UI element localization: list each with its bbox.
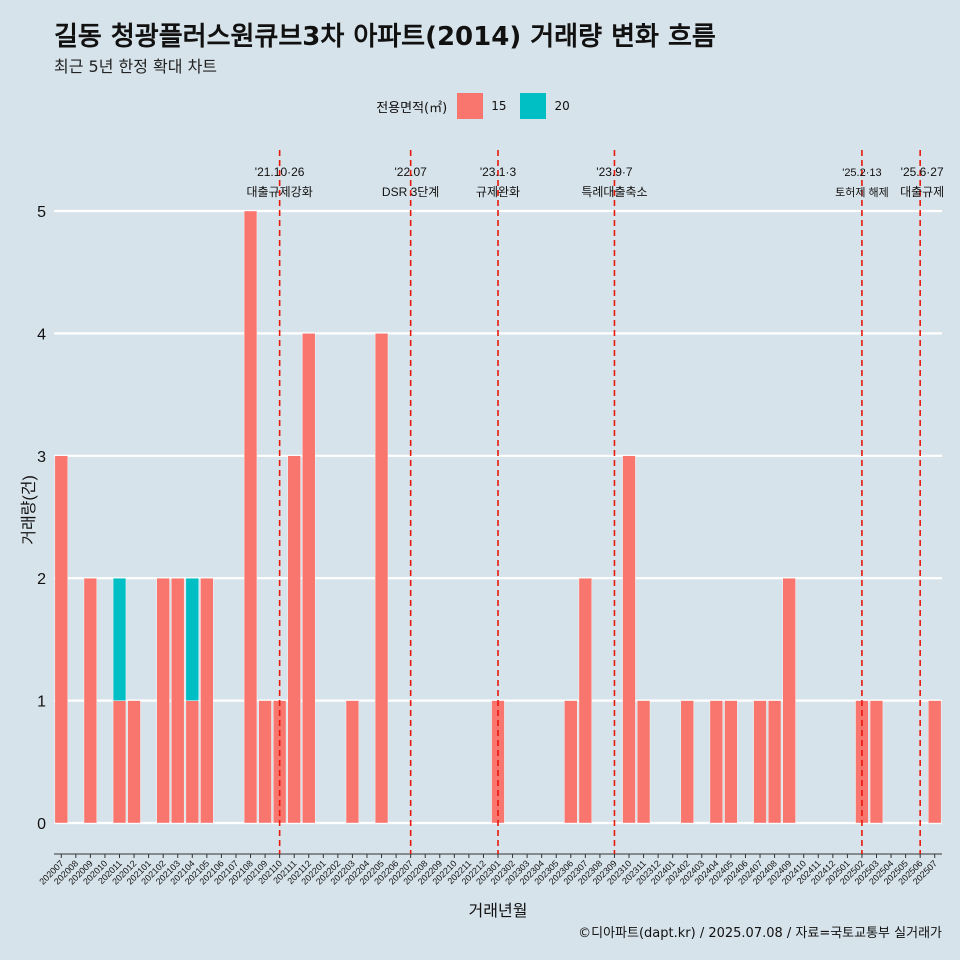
bar-15-202306 [564, 700, 578, 824]
chart-title: 길동 청광플러스원큐브3차 아파트(2014) 거래량 변화 흐름 [54, 22, 716, 52]
bar-15-202307 [578, 578, 592, 824]
y-tick-label: 5 [37, 204, 46, 221]
y-tick-label: 0 [37, 816, 46, 833]
legend-label-20: 20 [554, 99, 570, 113]
bar-20-202104 [185, 578, 199, 701]
event-label: 토허제 해제 [835, 185, 889, 199]
bar-15-202408 [767, 700, 782, 824]
chart-subtitle: 최근 5년 한정 확대 차트 [54, 57, 218, 76]
event-label: 특례대출축소 [581, 185, 647, 199]
legend-swatch-20 [520, 93, 547, 119]
bar-15-202405 [724, 700, 738, 824]
bar-15-202105 [200, 578, 214, 824]
bar-15-202203 [345, 700, 360, 824]
legend-label-15: 15 [491, 99, 507, 113]
legend: 전용면적(㎡) 15 20 [0, 93, 960, 119]
bar-15-202310 [622, 455, 636, 824]
bar-15-202011 [112, 700, 127, 824]
bar-15-202507 [928, 700, 942, 824]
event-label: 대출규제 [900, 185, 944, 199]
bar-15-202112 [302, 333, 316, 824]
y-tick-label: 4 [37, 326, 46, 343]
bar-15-202102 [156, 578, 170, 824]
bar-15-202104 [185, 700, 199, 824]
bar-15-202205 [374, 333, 389, 824]
bar-15-202103 [171, 578, 185, 824]
event-label: 규제완화 [476, 185, 520, 199]
legend-title: 전용면적(㎡) [376, 100, 448, 116]
bar-15-202503 [869, 700, 884, 824]
event-date: '21.10·26 [255, 165, 305, 179]
bar-15-202111 [287, 455, 301, 824]
x-axis-title: 거래년월 [469, 902, 528, 920]
bar-15-202109 [258, 700, 272, 824]
event-date: '23.1·3 [480, 165, 517, 179]
caption: ©디아파트(dapt.kr) / 2025.07.08 / 자료=국토교통부 실… [578, 926, 942, 941]
y-axis-title: 거래량(건) [20, 475, 38, 545]
legend-swatch-15 [457, 93, 484, 119]
bar-15-202404 [709, 700, 723, 824]
bar-15-202311 [636, 700, 651, 824]
bar-15-202012 [127, 700, 141, 824]
event-label: 대출규제강화 [247, 185, 313, 199]
bar-20-202011 [112, 578, 127, 701]
event-date: '25.6·27 [901, 165, 944, 179]
bar-15-202007 [54, 455, 68, 824]
y-tick-label: 2 [37, 571, 46, 588]
event-label: DSR 3단계 [382, 185, 439, 199]
event-date: '22.07 [394, 165, 427, 179]
event-date: '23.9·7 [596, 165, 633, 179]
y-tick-label: 3 [37, 449, 46, 466]
y-tick-label: 1 [37, 694, 46, 711]
bar-15-202009 [83, 578, 97, 824]
bar-15-202407 [753, 700, 767, 824]
bar-15-202409 [782, 578, 796, 824]
bar-15-202108 [243, 210, 258, 824]
bar-15-202402 [680, 700, 694, 824]
event-date: '25.2·13 [842, 167, 881, 179]
